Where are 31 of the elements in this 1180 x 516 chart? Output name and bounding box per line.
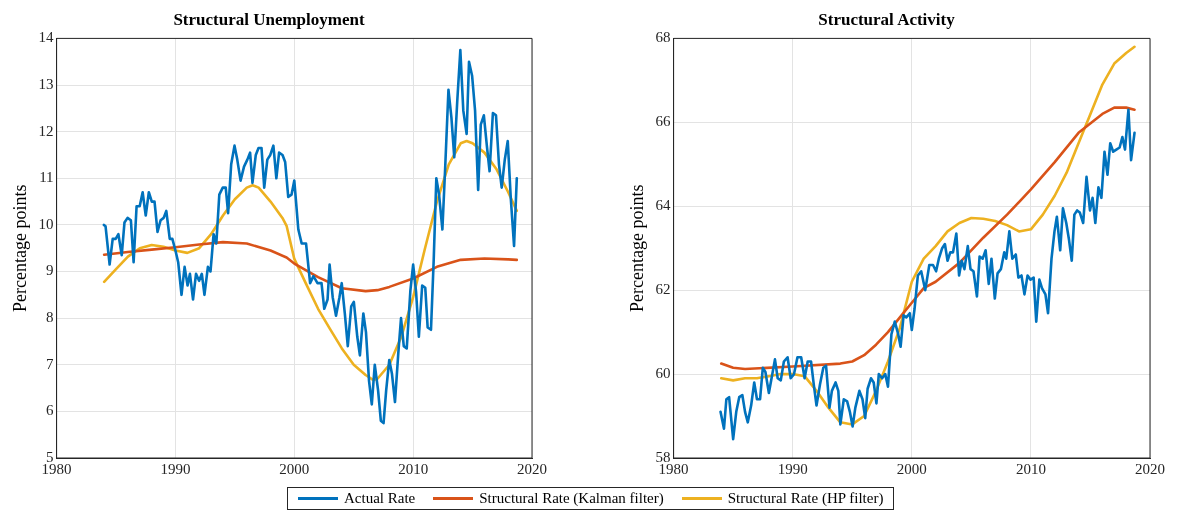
x-tick-label: 2020 <box>1135 460 1165 477</box>
y-tick-label: 68 <box>655 29 671 46</box>
x-tick-label: 2020 <box>517 460 547 477</box>
x-tick-label: 2000 <box>279 460 310 477</box>
y-axis-title: Percentage points <box>626 184 647 312</box>
x-tick-label: 2010 <box>398 460 429 477</box>
x-tick-label: 1990 <box>777 460 808 477</box>
y-tick-label: 5 <box>46 448 54 465</box>
y-tick-label: 11 <box>39 169 54 186</box>
legend-label: Structural Rate (Kalman filter) <box>479 490 664 507</box>
y-tick-label: 64 <box>655 197 672 214</box>
y-tick-label: 60 <box>655 365 671 382</box>
y-tick-label: 62 <box>655 281 671 298</box>
y-tick-label: 12 <box>38 122 54 139</box>
y-tick-label: 6 <box>46 402 55 419</box>
y-axis-title: Percentage points <box>9 184 30 312</box>
chart-title: Structural Unemployment <box>173 9 365 29</box>
x-tick-label: 1990 <box>160 460 191 477</box>
legend-label: Structural Rate (HP filter) <box>727 490 884 507</box>
y-tick-label: 13 <box>38 75 54 92</box>
y-tick-label: 8 <box>46 309 54 326</box>
y-tick-label: 10 <box>38 215 54 232</box>
chart-title: Structural Activity <box>818 9 956 29</box>
y-tick-label: 58 <box>655 448 671 465</box>
y-tick-label: 66 <box>655 113 672 130</box>
y-tick-label: 14 <box>38 29 55 46</box>
y-tick-label: 7 <box>46 355 55 372</box>
legend-label: Actual Rate <box>344 490 416 507</box>
x-tick-label: 2000 <box>896 460 927 477</box>
y-tick-label: 9 <box>46 262 54 279</box>
x-tick-label: 2010 <box>1015 460 1046 477</box>
